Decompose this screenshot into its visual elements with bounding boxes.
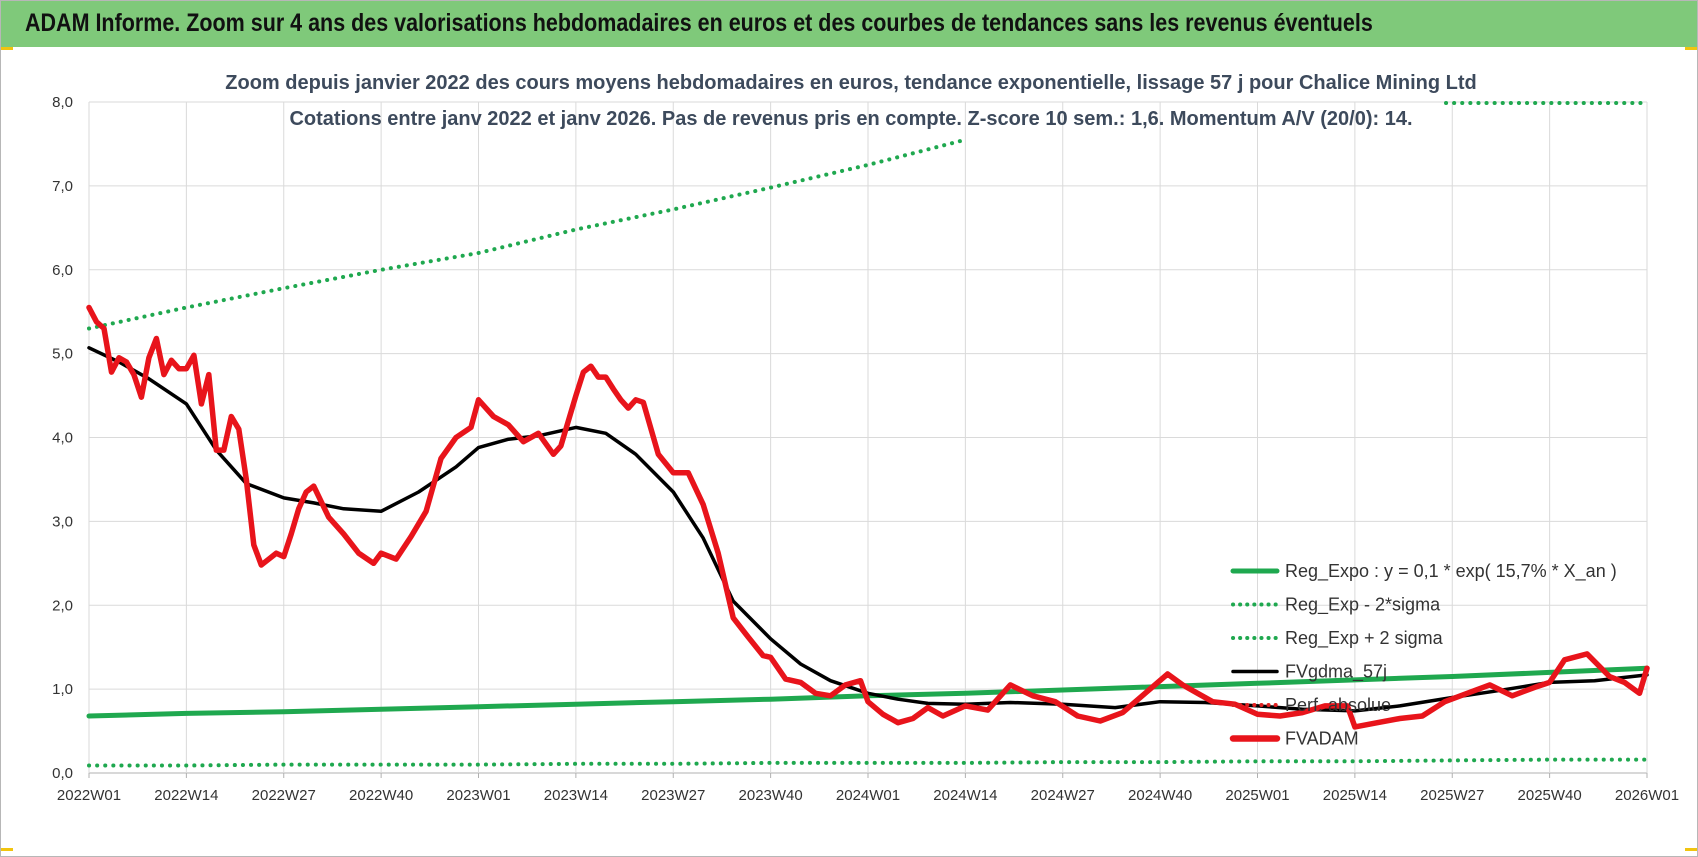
chart-grid: [88, 101, 1648, 778]
chart-legend: Reg_Expo : y = 0,1 * exp( 15,7% * X_an )…: [1229, 561, 1617, 749]
x-tick-label: 2024W01: [836, 787, 900, 804]
x-tick-label: 2024W40: [1128, 787, 1192, 804]
x-tick-label: 2022W01: [57, 787, 121, 804]
x-tick-label: 2022W14: [154, 787, 218, 804]
header-banner: ADAM Informe. Zoom sur 4 ans des valoris…: [1, 1, 1697, 47]
series-layer: [86, 101, 1650, 768]
series-line-reg-exp-plus-2sigma: [87, 137, 968, 331]
legend-label-reg-exp-minus-2sigma: Reg_Exp - 2*sigma: [1285, 595, 1441, 616]
corner-mark-bottom-left: [1, 848, 13, 851]
x-tick-label: 2023W40: [739, 787, 803, 804]
x-tick-label: 2025W14: [1323, 787, 1387, 804]
x-tick-label: 2022W27: [252, 787, 316, 804]
x-tick-label: 2023W14: [544, 787, 608, 804]
y-tick-label: 4,0: [52, 430, 73, 447]
legend-label-perf-absolue: Perf. absolue: [1285, 695, 1391, 715]
y-tick-label: 1,0: [52, 681, 73, 698]
x-tick-label: 2024W14: [933, 787, 997, 804]
y-tick-label: 7,0: [52, 178, 73, 195]
y-tick-label: 6,0: [52, 262, 73, 279]
corner-mark-right: [1685, 47, 1697, 50]
x-tick-label: 2025W01: [1225, 787, 1289, 804]
report-title: ADAM Informe. Zoom sur 4 ans des valoris…: [25, 9, 1373, 37]
x-tick-label: 2022W40: [349, 787, 413, 804]
y-tick-label: 2,0: [52, 597, 73, 614]
axis-ticks: 0,0 1,0 2,0 3,0 4,0 5,0 6,0 7,0 8,0 2022W01 2022W1…: [52, 94, 1679, 804]
y-tick-label: 3,0: [52, 513, 73, 530]
x-tick-label: 2026W01: [1615, 787, 1679, 804]
legend-label-fvgdma-57j: FVgdma_57j: [1285, 662, 1387, 683]
series-line-fvadam: [86, 304, 1650, 730]
chart-title: Zoom depuis janvier 2022 des cours moyen…: [225, 72, 1476, 94]
y-tick-label: 0,0: [52, 765, 73, 782]
y-tick-label: 5,0: [52, 346, 73, 363]
x-tick-label: 2023W01: [446, 787, 510, 804]
y-tick-label: 8,0: [52, 94, 73, 111]
corner-mark-bottom-right: [1685, 848, 1697, 851]
x-tick-label: 2025W27: [1420, 787, 1484, 804]
legend-label-reg-exp-plus-2sigma: Reg_Exp + 2 sigma: [1285, 628, 1444, 649]
corner-mark-left: [1, 47, 13, 50]
chart-subtitle: Cotations entre janv 2022 et janv 2026. …: [289, 108, 1412, 130]
x-tick-label: 2025W40: [1518, 787, 1582, 804]
series-line-reg-exp-minus-2sigma: [87, 757, 1649, 768]
x-tick-label: 2023W27: [641, 787, 705, 804]
x-tick-label: 2024W27: [1031, 787, 1095, 804]
legend-label-reg-expo: Reg_Expo : y = 0,1 * exp( 15,7% * X_an ): [1285, 561, 1617, 582]
legend-label-fvadam: FVADAM: [1285, 729, 1359, 749]
